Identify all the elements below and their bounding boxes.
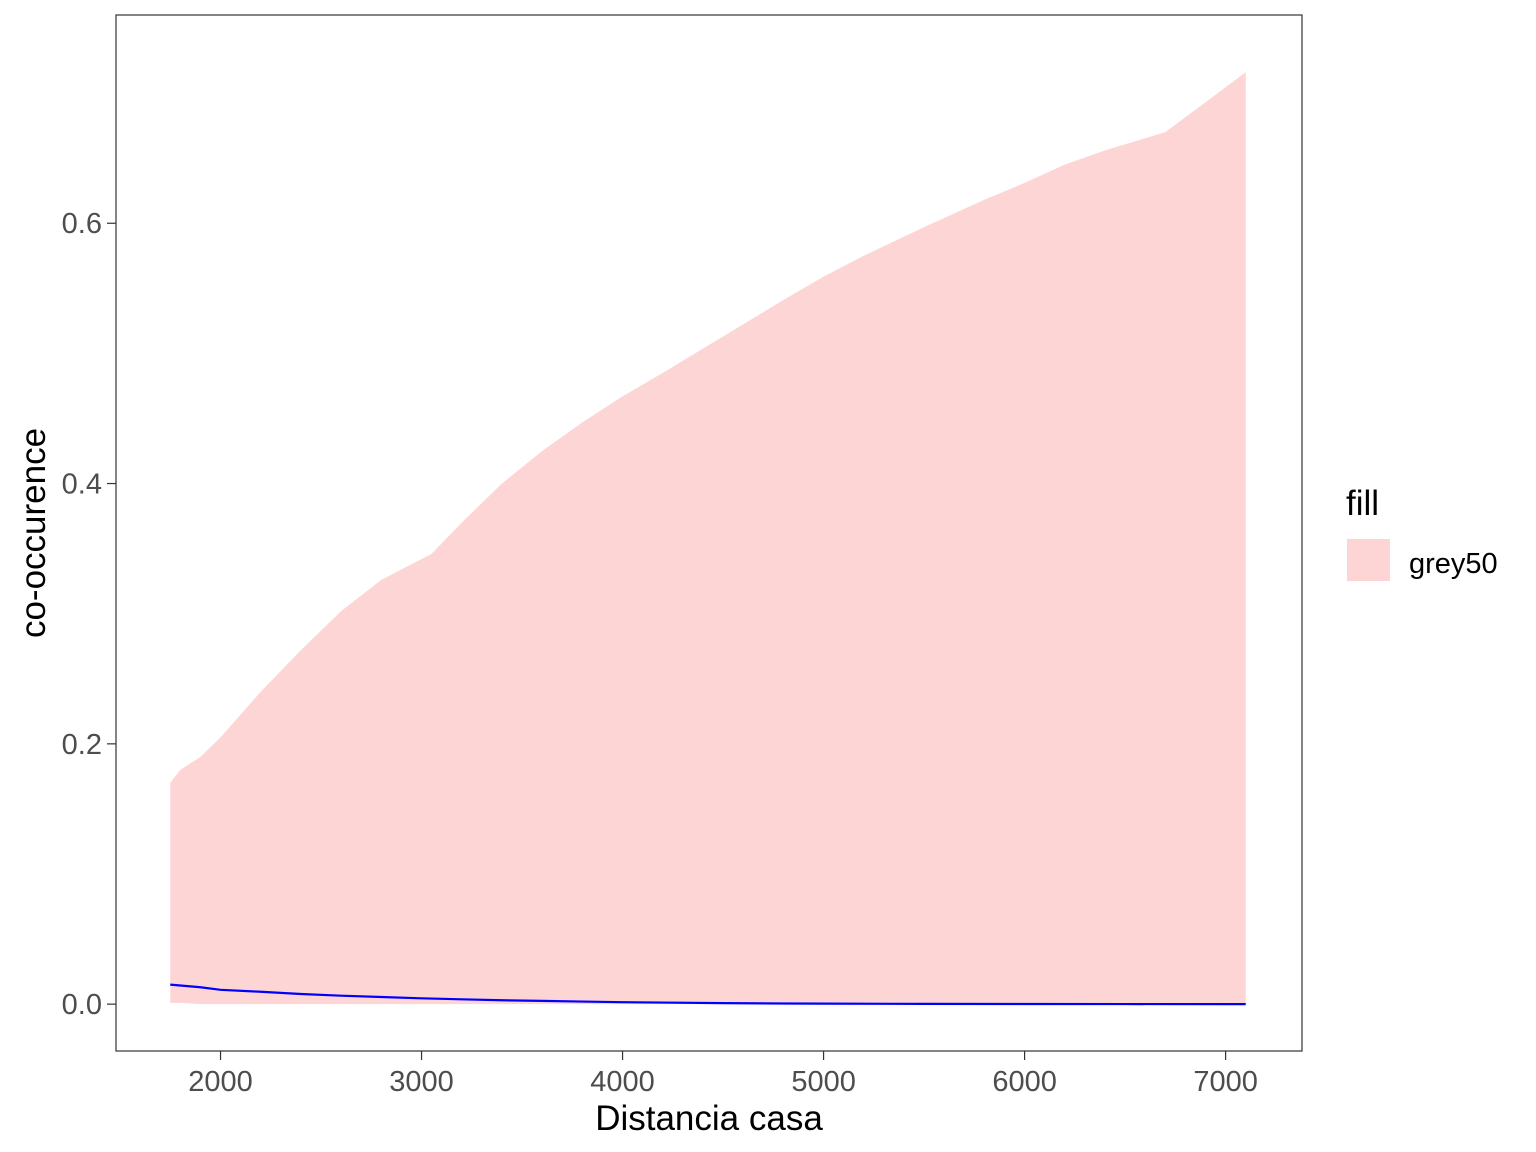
legend-key [1347, 539, 1390, 581]
x-tick-label: 7000 [1193, 1066, 1258, 1098]
legend-label: grey50 [1409, 548, 1498, 580]
legend-title: fill [1346, 484, 1379, 523]
x-axis: 2000 3000 4000 5000 6000 7000 [188, 1051, 1258, 1098]
legend: fill grey50 [1346, 484, 1498, 581]
y-axis: 0.0 0.2 0.4 0.6 [62, 208, 116, 1021]
series-line [170, 983, 1246, 1006]
x-tick-label: 3000 [389, 1066, 454, 1098]
plot-area [170, 72, 1246, 1006]
y-tick-label: 0.2 [62, 729, 102, 761]
panel-border [115, 14, 1303, 1052]
y-axis-title: co-occurence [14, 428, 53, 638]
x-tick-label: 5000 [791, 1066, 856, 1098]
x-tick-label: 6000 [992, 1066, 1057, 1098]
y-tick-label: 0.6 [62, 208, 102, 240]
x-tick-label: 2000 [188, 1066, 253, 1098]
x-axis-title: Distancia casa [595, 1099, 823, 1138]
y-tick-label: 0.0 [62, 989, 102, 1021]
x-tick-label: 4000 [590, 1066, 655, 1098]
confidence-ribbon [170, 72, 1246, 1005]
y-tick-label: 0.4 [62, 469, 102, 501]
